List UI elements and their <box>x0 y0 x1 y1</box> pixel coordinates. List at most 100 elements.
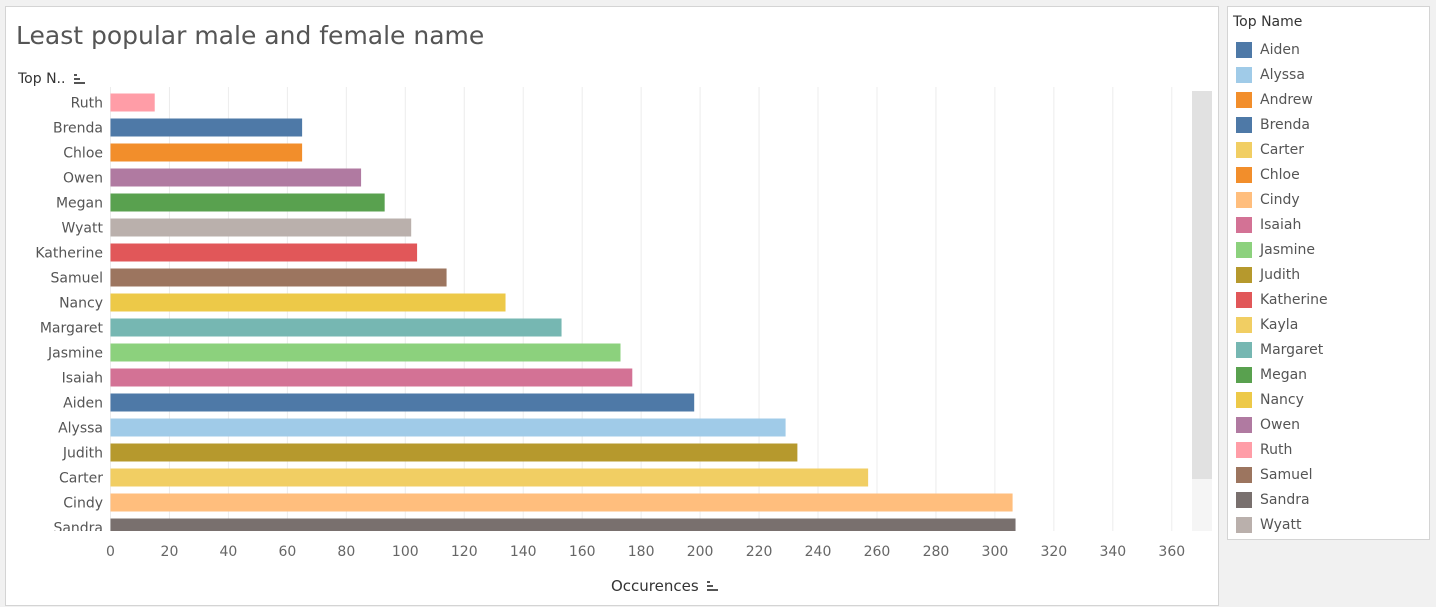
legend-item-andrew[interactable]: Andrew <box>1236 87 1328 112</box>
legend-swatch <box>1236 366 1252 383</box>
legend-swatch <box>1236 491 1252 508</box>
x-tick-label: 80 <box>337 544 355 560</box>
legend-label: Alyssa <box>1260 66 1305 83</box>
category-label: Brenda <box>53 121 103 137</box>
legend-item-megan[interactable]: Megan <box>1236 362 1328 387</box>
legend-swatch <box>1236 391 1252 408</box>
legend-label: Andrew <box>1260 91 1313 108</box>
x-tick-label: 20 <box>161 544 179 560</box>
chart-title: Least popular male and female name <box>16 21 485 50</box>
legend-item-cindy[interactable]: Cindy <box>1236 187 1328 212</box>
category-label: Margaret <box>40 321 104 337</box>
legend-item-sandra[interactable]: Sandra <box>1236 487 1328 512</box>
legend-label: Jasmine <box>1260 241 1316 258</box>
x-tick-label: 240 <box>805 544 832 560</box>
legend-item-brenda[interactable]: Brenda <box>1236 112 1328 137</box>
bar-carter[interactable] <box>110 468 869 487</box>
category-label: Carter <box>59 471 103 487</box>
bar-nancy[interactable] <box>110 293 506 312</box>
bar-samuel[interactable] <box>110 268 447 287</box>
legend-item-aiden[interactable]: Aiden <box>1236 37 1328 62</box>
x-tick-label: 200 <box>687 544 714 560</box>
legend-list: Aiden Alyssa Andrew Brenda Carter Chloe Cindy I… <box>1236 37 1328 537</box>
category-label: Judith <box>62 446 103 462</box>
bar-brenda[interactable] <box>110 118 303 137</box>
bar-alyssa[interactable] <box>110 418 786 437</box>
legend-label: Brenda <box>1260 116 1311 133</box>
legend-label: Chloe <box>1260 166 1300 183</box>
legend-item-nancy[interactable]: Nancy <box>1236 387 1328 412</box>
bar-margaret[interactable] <box>110 318 562 337</box>
category-label: Cindy <box>63 496 103 512</box>
x-tick-label: 160 <box>569 544 596 560</box>
legend-label: Katherine <box>1260 291 1328 308</box>
x-tick-label: 280 <box>923 544 950 560</box>
legend-swatch <box>1236 441 1252 458</box>
legend-item-ruth[interactable]: Ruth <box>1236 437 1328 462</box>
x-tick-label: 100 <box>392 544 419 560</box>
category-label: Wyatt <box>62 221 104 237</box>
x-sort-icon[interactable] <box>707 581 719 592</box>
bar-chloe[interactable] <box>110 143 303 162</box>
bar-katherine[interactable] <box>110 243 418 262</box>
legend-swatch <box>1236 266 1252 283</box>
legend-swatch <box>1236 516 1252 533</box>
bar-wyatt[interactable] <box>110 218 412 237</box>
bar-judith[interactable] <box>110 443 798 462</box>
x-tick-label: 0 <box>106 544 115 560</box>
scrollbar-track[interactable] <box>1192 479 1212 531</box>
legend-swatch <box>1236 66 1252 83</box>
category-label: Aiden <box>63 396 103 412</box>
legend-item-katherine[interactable]: Katherine <box>1236 287 1328 312</box>
sort-icon[interactable] <box>73 73 86 85</box>
x-tick-label: 40 <box>220 544 238 560</box>
legend-label: Isaiah <box>1260 216 1302 233</box>
legend-item-margaret[interactable]: Margaret <box>1236 337 1328 362</box>
row-header[interactable]: Top N.. <box>18 71 86 87</box>
x-axis-title-label: Occurences <box>611 577 699 595</box>
bar-aiden[interactable] <box>110 393 695 412</box>
x-tick-label: 300 <box>982 544 1009 560</box>
category-label: Samuel <box>51 271 103 287</box>
bar-cindy[interactable] <box>110 493 1013 512</box>
bar-isaiah[interactable] <box>110 368 633 387</box>
legend-item-isaiah[interactable]: Isaiah <box>1236 212 1328 237</box>
legend-item-chloe[interactable]: Chloe <box>1236 162 1328 187</box>
category-label: Isaiah <box>62 371 103 387</box>
x-tick-label: 260 <box>864 544 891 560</box>
scrollbar-thumb[interactable] <box>1192 91 1212 479</box>
x-tick-label: 340 <box>1099 544 1126 560</box>
legend-item-owen[interactable]: Owen <box>1236 412 1328 437</box>
legend-item-wyatt[interactable]: Wyatt <box>1236 512 1328 537</box>
x-axis-title[interactable]: Occurences <box>611 577 719 595</box>
row-header-label: Top N.. <box>18 71 66 87</box>
legend-label: Carter <box>1260 141 1304 158</box>
legend-item-alyssa[interactable]: Alyssa <box>1236 62 1328 87</box>
bar-owen[interactable] <box>110 168 362 187</box>
legend-label: Ruth <box>1260 441 1293 458</box>
bar-chart: Ruth Brenda Chloe Owen Megan Wyatt Katherine Sa… <box>35 87 1212 560</box>
bar-jasmine[interactable] <box>110 343 621 362</box>
legend-item-judith[interactable]: Judith <box>1236 262 1328 287</box>
bar-megan[interactable] <box>110 193 385 212</box>
legend-item-samuel[interactable]: Samuel <box>1236 462 1328 487</box>
legend-item-jasmine[interactable]: Jasmine <box>1236 237 1328 262</box>
legend-label: Wyatt <box>1260 516 1302 533</box>
legend-label: Sandra <box>1260 491 1310 508</box>
legend-item-kayla[interactable]: Kayla <box>1236 312 1328 337</box>
legend-label: Megan <box>1260 366 1308 383</box>
bar-sandra[interactable] <box>110 518 1016 537</box>
legend-item-carter[interactable]: Carter <box>1236 137 1328 162</box>
category-label: Ruth <box>71 96 103 112</box>
category-label: Owen <box>63 171 103 187</box>
x-tick-label: 120 <box>451 544 478 560</box>
legend-label: Cindy <box>1260 191 1300 208</box>
category-label: Nancy <box>59 296 103 312</box>
x-tick-label: 180 <box>628 544 655 560</box>
legend-swatch <box>1236 91 1252 108</box>
legend-label: Kayla <box>1260 316 1299 333</box>
category-label: Sandra <box>53 521 103 537</box>
legend-label: Margaret <box>1260 341 1324 358</box>
bar-ruth[interactable] <box>110 93 155 112</box>
legend-title: Top Name <box>1233 14 1303 30</box>
